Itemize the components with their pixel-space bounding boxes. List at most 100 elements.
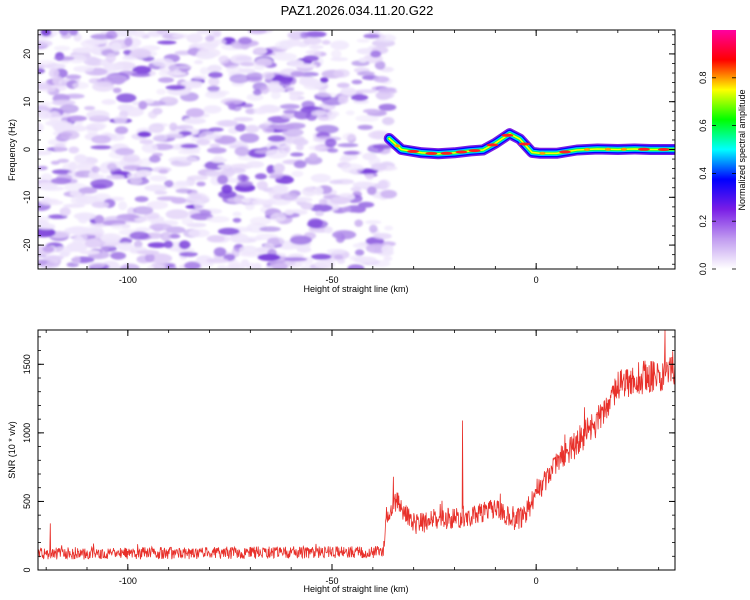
noise-blob <box>304 156 323 165</box>
noise-blob <box>149 155 161 163</box>
noise-blob <box>218 55 230 64</box>
noise-blob <box>68 161 77 171</box>
noise-blob <box>178 240 191 250</box>
noise-blob <box>135 227 151 233</box>
noise-blob <box>159 63 179 74</box>
noise-blob <box>261 71 275 80</box>
noise-blob <box>226 65 244 75</box>
noise-blob <box>342 132 357 141</box>
noise-blob <box>308 145 327 151</box>
noise-blob <box>382 117 395 126</box>
noise-blob <box>144 253 155 263</box>
noise-blob <box>90 145 113 150</box>
noise-blob <box>284 257 308 262</box>
noise-blob <box>375 91 395 100</box>
noise-blob <box>66 115 87 122</box>
noise-blob <box>350 186 362 192</box>
snr-x-ticks: -100 -50 0 <box>45 330 660 586</box>
spectrogram-y-tick-label: -10 <box>22 191 32 204</box>
noise-blob <box>295 144 304 151</box>
tone-hotspot <box>394 144 401 148</box>
figure-title: PAZ1.2026.034.11.20.G22 <box>281 3 434 18</box>
noise-blob <box>132 206 154 215</box>
noise-blob <box>272 262 288 269</box>
noise-blob <box>154 190 168 195</box>
noise-blob <box>341 206 352 213</box>
noise-blob <box>374 60 386 70</box>
noise-blob <box>78 187 98 194</box>
noise-blob <box>180 143 199 149</box>
noise-blob <box>246 262 257 269</box>
noise-blob <box>308 152 318 161</box>
noise-blob <box>206 216 230 223</box>
tone-hotspot <box>518 142 531 146</box>
tone-hotspot <box>501 133 514 137</box>
noise-blob <box>363 33 380 39</box>
noise-blob <box>117 242 134 252</box>
noise-blob <box>245 108 257 115</box>
noise-blob <box>351 94 369 101</box>
noise-blob <box>290 71 305 77</box>
noise-blob <box>81 231 104 236</box>
noise-blob <box>175 180 190 186</box>
noise-blob <box>72 160 90 168</box>
noise-blob <box>123 154 140 163</box>
noise-blob <box>337 143 359 148</box>
noise-blob <box>38 165 48 171</box>
noise-blob <box>72 47 96 54</box>
noise-blob <box>192 75 208 80</box>
tone-hotspot <box>486 143 499 147</box>
noise-blob <box>132 30 146 38</box>
noise-blob <box>301 186 317 197</box>
noise-blob <box>135 170 152 178</box>
noise-blob <box>291 170 304 177</box>
noise-blob <box>207 64 222 73</box>
snr-y-tick-label: 500 <box>22 494 32 509</box>
noise-blob <box>170 197 187 204</box>
noise-blob <box>73 65 95 73</box>
snr-frame <box>37 329 676 571</box>
noise-blob <box>343 150 360 155</box>
noise-blob <box>204 91 226 99</box>
noise-blob <box>156 88 167 95</box>
snr-series-line <box>38 330 675 560</box>
noise-blob <box>282 128 304 137</box>
tone-hotspot <box>604 147 611 151</box>
noise-blob <box>218 190 237 199</box>
snr-x-axis-label: Height of straight line (km) <box>303 584 408 594</box>
noise-blob <box>101 99 116 105</box>
noise-blob <box>38 259 48 266</box>
noise-blob <box>231 247 240 258</box>
noise-blob <box>44 63 66 70</box>
noise-blob <box>200 42 219 48</box>
noise-blob <box>65 74 82 80</box>
noise-blob <box>105 53 117 63</box>
snr-x-tick-label: -100 <box>119 576 137 586</box>
noise-blob <box>196 138 211 146</box>
colorbar-label: Normalized spectral amplitude <box>737 89 747 210</box>
spectrogram-y-tick-label: 0 <box>22 147 32 152</box>
noise-blob <box>263 120 273 126</box>
noise-blob <box>79 250 101 255</box>
noise-blob <box>384 225 394 231</box>
noise-blob <box>365 220 382 225</box>
noise-blob <box>196 30 212 35</box>
snr-y-tick-label: 1000 <box>22 423 32 443</box>
noise-blob <box>194 60 203 65</box>
noise-blob <box>234 146 250 157</box>
noise-blob <box>50 177 72 185</box>
noise-blob <box>233 117 254 122</box>
noise-blob <box>115 147 135 156</box>
noise-blob <box>47 111 61 122</box>
noise-blob <box>72 82 89 89</box>
noise-blob <box>330 57 349 62</box>
noise-blob <box>238 68 256 74</box>
spectrogram-noise-field <box>38 30 398 269</box>
noise-blob <box>380 189 398 199</box>
tone-hotspot <box>425 151 438 155</box>
noise-blob <box>132 65 152 75</box>
noise-blob <box>236 180 253 187</box>
noise-blob <box>279 103 301 110</box>
noise-blob <box>118 237 133 245</box>
